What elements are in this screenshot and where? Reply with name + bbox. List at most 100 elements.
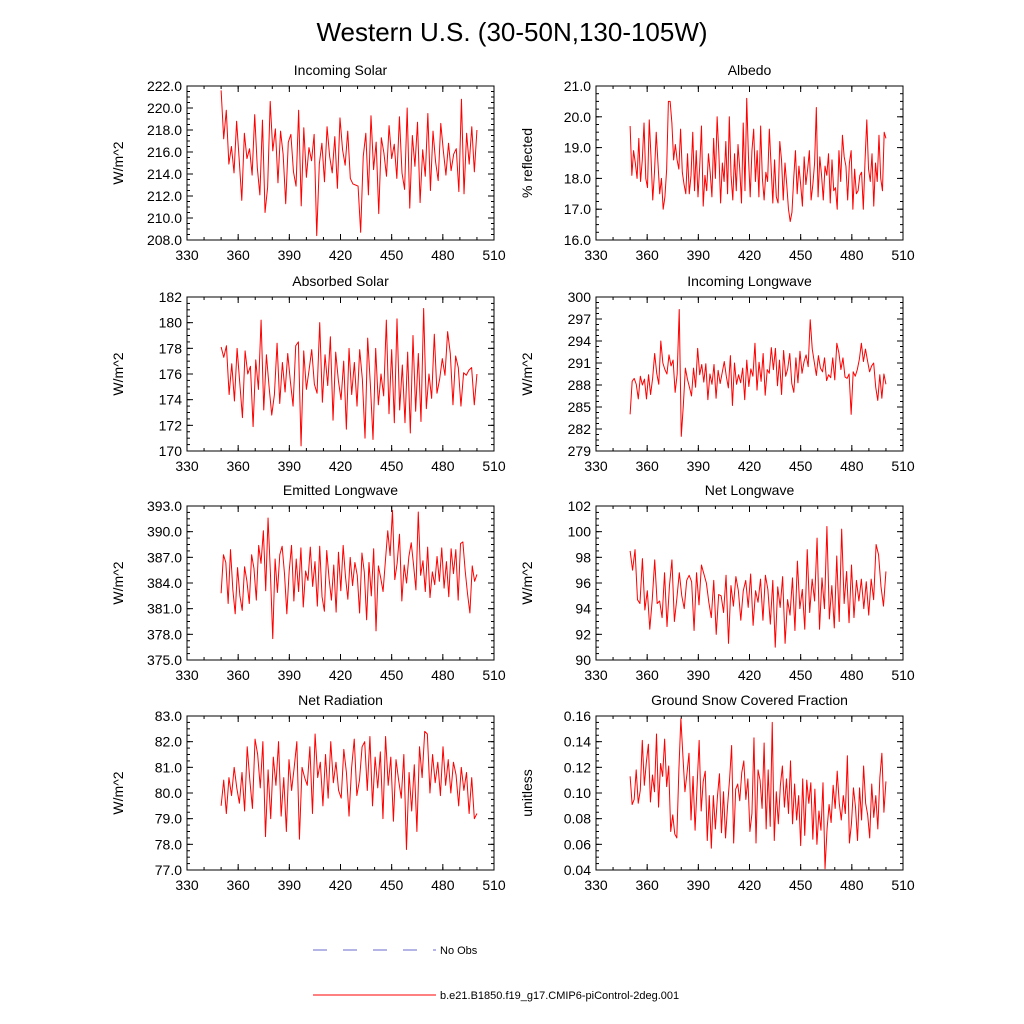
y-tick-label-albedo: 18.0 xyxy=(564,170,591,186)
panel-title-albedo: Albedo xyxy=(728,62,772,78)
x-tick-label-incoming-solar: 390 xyxy=(278,247,302,263)
x-tick-label-net-radiation: 420 xyxy=(329,877,353,893)
x-tick-label-net-longwave: 360 xyxy=(635,667,659,683)
x-tick-label-emitted-longwave: 390 xyxy=(278,667,302,683)
x-tick-label-absorbed-solar: 420 xyxy=(329,458,353,474)
y-tick-label-ground-snow-covered-fraction: 0.14 xyxy=(564,734,591,750)
y-tick-label-incoming-longwave: 291 xyxy=(568,355,592,371)
y-tick-label-emitted-longwave: 390.0 xyxy=(147,524,182,540)
plot-frame-incoming-longwave xyxy=(595,296,904,452)
x-tick-label-emitted-longwave: 420 xyxy=(329,667,353,683)
y-axis-label-incoming-solar: W/m^2 xyxy=(110,141,126,184)
y-tick-label-absorbed-solar: 172 xyxy=(159,417,183,433)
y-axis-label-emitted-longwave: W/m^2 xyxy=(110,561,126,604)
x-tick-label-ground-snow-covered-fraction: 450 xyxy=(789,877,813,893)
y-tick-label-emitted-longwave: 378.0 xyxy=(147,626,182,642)
x-tick-label-net-radiation: 390 xyxy=(278,877,302,893)
x-tick-label-incoming-longwave: 510 xyxy=(891,458,915,474)
x-tick-label-albedo: 390 xyxy=(687,247,711,263)
x-tick-label-ground-snow-covered-fraction: 510 xyxy=(891,877,915,893)
plot-frame-net-radiation xyxy=(186,715,495,871)
x-tick-label-emitted-longwave: 480 xyxy=(431,667,455,683)
y-tick-label-net-longwave: 102 xyxy=(568,498,592,514)
y-tick-label-absorbed-solar: 174 xyxy=(159,392,183,408)
y-tick-label-absorbed-solar: 170 xyxy=(159,443,183,459)
y-tick-label-albedo: 20.0 xyxy=(564,109,591,125)
y-tick-label-ground-snow-covered-fraction: 0.16 xyxy=(564,708,591,724)
y-tick-label-incoming-solar: 220.0 xyxy=(147,100,182,116)
x-tick-label-incoming-longwave: 420 xyxy=(738,458,762,474)
x-tick-label-absorbed-solar: 510 xyxy=(482,458,506,474)
y-axis-label-net-radiation: W/m^2 xyxy=(110,771,126,814)
x-tick-label-absorbed-solar: 390 xyxy=(278,458,302,474)
y-tick-label-ground-snow-covered-fraction: 0.08 xyxy=(564,811,591,827)
y-tick-label-incoming-longwave: 297 xyxy=(568,311,592,327)
panel-net-radiation: Net Radiation W/m^2 330 360 390 420 450 480 510 7… xyxy=(110,692,506,893)
y-axis-label-net-longwave: W/m^2 xyxy=(519,561,535,604)
x-tick-label-ground-snow-covered-fraction: 480 xyxy=(840,877,864,893)
y-tick-label-net-radiation: 81.0 xyxy=(155,759,182,775)
y-tick-label-albedo: 16.0 xyxy=(564,232,591,248)
legend: No Obs b.e21.B1850.f19_g17.CMIP6-piContr… xyxy=(313,945,679,1002)
series-line-incoming-solar xyxy=(220,90,478,237)
panel-title-net-radiation: Net Radiation xyxy=(298,692,383,708)
series-line-absorbed-solar xyxy=(220,308,478,447)
y-tick-label-net-radiation: 78.0 xyxy=(155,836,182,852)
y-tick-label-absorbed-solar: 176 xyxy=(159,366,183,382)
y-tick-label-emitted-longwave: 393.0 xyxy=(147,498,182,514)
panel-albedo: Albedo % reflected 330 360 390 420 450 480 510 16… xyxy=(519,62,915,263)
x-tick-label-ground-snow-covered-fraction: 330 xyxy=(584,877,608,893)
x-tick-label-incoming-longwave: 330 xyxy=(584,458,608,474)
y-tick-label-albedo: 19.0 xyxy=(564,140,591,156)
panel-title-incoming-longwave: Incoming Longwave xyxy=(687,273,812,289)
panel-absorbed-solar: Absorbed Solar W/m^2 330 360 390 420 450 480 510… xyxy=(110,273,506,474)
y-tick-label-net-longwave: 96 xyxy=(575,575,591,591)
x-tick-label-emitted-longwave: 450 xyxy=(380,667,404,683)
x-tick-label-ground-snow-covered-fraction: 390 xyxy=(687,877,711,893)
y-tick-label-emitted-longwave: 387.0 xyxy=(147,549,182,565)
panels-container: Incoming Solar W/m^2 330 360 390 420 450 480 510… xyxy=(110,62,915,893)
x-tick-label-incoming-solar: 450 xyxy=(380,247,404,263)
plot-frame-ground-snow-covered-fraction xyxy=(595,715,904,871)
panel-title-absorbed-solar: Absorbed Solar xyxy=(292,273,389,289)
panel-title-ground-snow-covered-fraction: Ground Snow Covered Fraction xyxy=(651,692,848,708)
panel-incoming-longwave: Incoming Longwave W/m^2 330 360 390 420 450 480… xyxy=(519,273,915,474)
panel-title-emitted-longwave: Emitted Longwave xyxy=(283,482,398,498)
panel-emitted-longwave: Emitted Longwave W/m^2 330 360 390 420 450 480 5… xyxy=(110,482,506,683)
y-tick-label-incoming-solar: 218.0 xyxy=(147,122,182,138)
y-tick-label-albedo: 21.0 xyxy=(564,78,591,94)
x-tick-label-net-longwave: 390 xyxy=(687,667,711,683)
y-tick-label-absorbed-solar: 182 xyxy=(159,289,183,305)
y-tick-label-incoming-longwave: 288 xyxy=(568,377,592,393)
x-tick-label-incoming-solar: 510 xyxy=(482,247,506,263)
x-tick-label-incoming-solar: 420 xyxy=(329,247,353,263)
y-tick-label-incoming-solar: 214.0 xyxy=(147,166,182,182)
y-tick-label-emitted-longwave: 381.0 xyxy=(147,601,182,617)
x-tick-label-albedo: 480 xyxy=(840,247,864,263)
x-tick-label-net-longwave: 480 xyxy=(840,667,864,683)
y-tick-label-emitted-longwave: 375.0 xyxy=(147,652,182,668)
y-tick-label-net-longwave: 92 xyxy=(575,626,591,642)
x-tick-label-incoming-solar: 330 xyxy=(175,247,199,263)
x-tick-label-emitted-longwave: 330 xyxy=(175,667,199,683)
y-tick-label-net-radiation: 82.0 xyxy=(155,734,182,750)
y-tick-label-incoming-longwave: 294 xyxy=(568,333,592,349)
y-tick-label-absorbed-solar: 180 xyxy=(159,315,183,331)
x-tick-label-albedo: 450 xyxy=(789,247,813,263)
series-line-albedo xyxy=(629,97,887,223)
y-axis-label-albedo: % reflected xyxy=(519,128,535,198)
y-tick-label-ground-snow-covered-fraction: 0.12 xyxy=(564,759,591,775)
x-tick-label-net-longwave: 420 xyxy=(738,667,762,683)
x-tick-label-net-radiation: 360 xyxy=(226,877,250,893)
y-tick-label-ground-snow-covered-fraction: 0.10 xyxy=(564,785,591,801)
x-tick-label-incoming-longwave: 360 xyxy=(635,458,659,474)
y-axis-label-incoming-longwave: W/m^2 xyxy=(519,352,535,395)
x-tick-label-incoming-longwave: 450 xyxy=(789,458,813,474)
x-tick-label-albedo: 510 xyxy=(891,247,915,263)
x-tick-label-incoming-longwave: 390 xyxy=(687,458,711,474)
x-tick-label-absorbed-solar: 480 xyxy=(431,458,455,474)
x-tick-label-ground-snow-covered-fraction: 360 xyxy=(635,877,659,893)
y-tick-label-net-longwave: 94 xyxy=(575,601,591,617)
series-line-net-radiation xyxy=(220,730,478,850)
y-tick-label-incoming-solar: 208.0 xyxy=(147,232,182,248)
